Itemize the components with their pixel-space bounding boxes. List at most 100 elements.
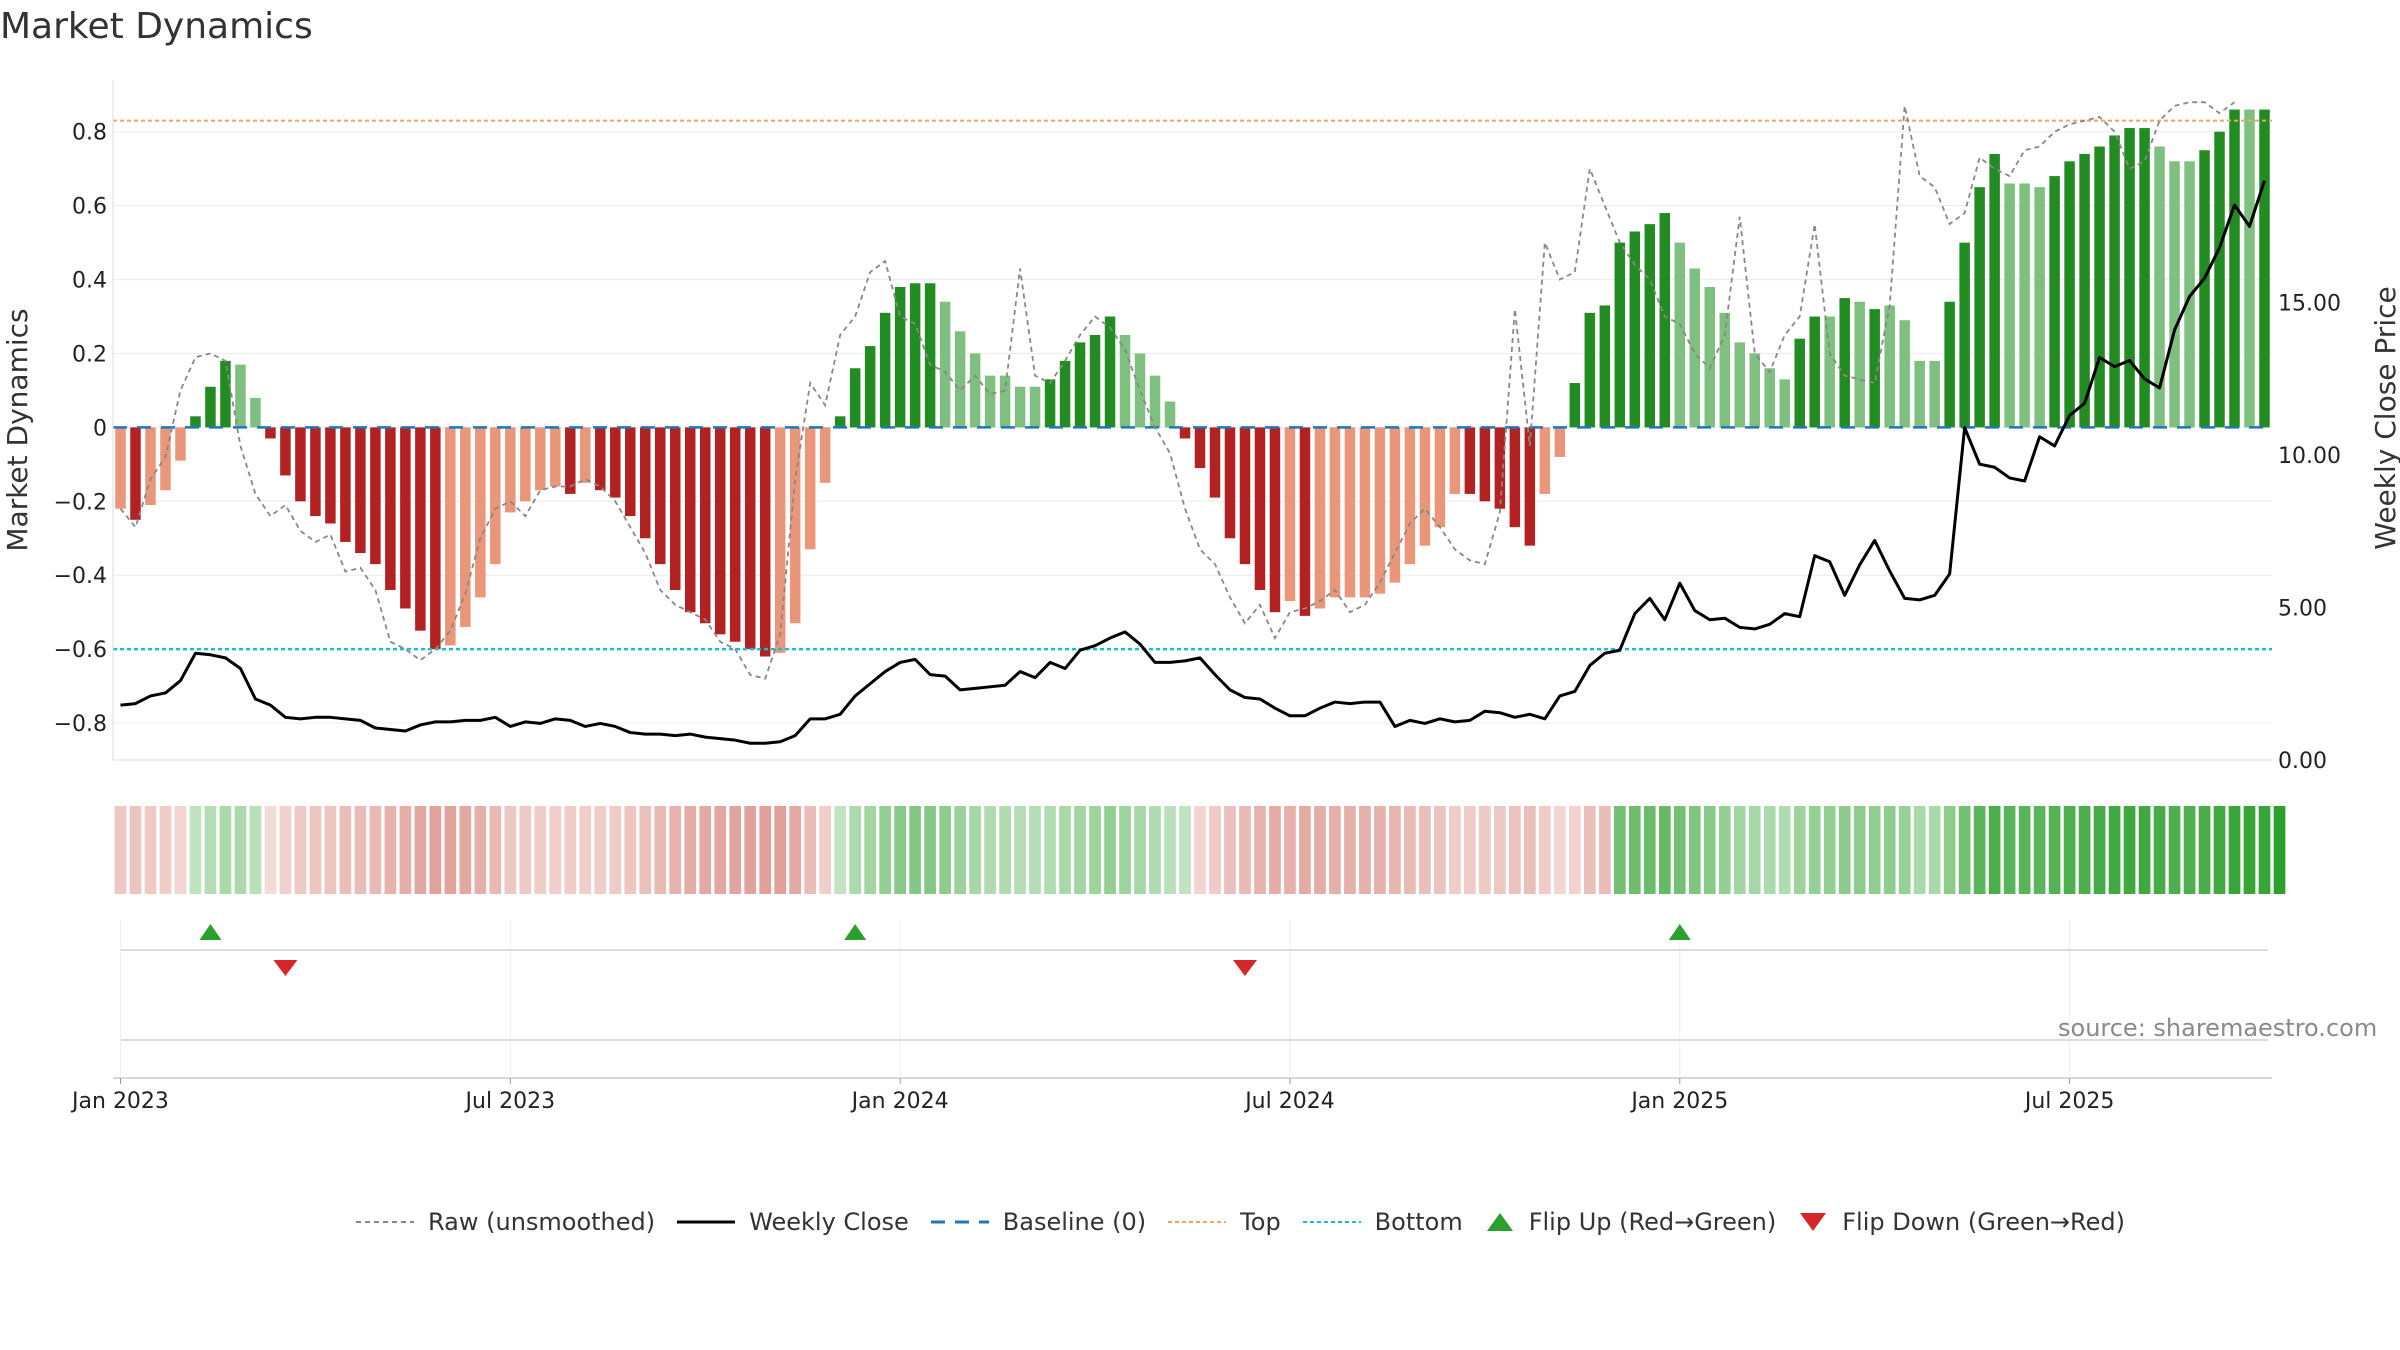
market-dynamics-bar — [445, 427, 456, 646]
market-dynamics-bar — [1794, 338, 1805, 428]
chart-title: Market Dynamics — [0, 6, 313, 47]
regime-strip-cell — [1553, 806, 1566, 894]
regime-strip-cell — [2243, 806, 2256, 894]
market-dynamics-bar — [1179, 427, 1191, 439]
market-dynamics-bar — [1239, 427, 1251, 565]
regime-strip-cell — [1598, 806, 1611, 894]
regime-strip-cell — [309, 806, 322, 894]
legend-item-close[interactable]: Weekly Close — [677, 1208, 909, 1236]
regime-strip-cell — [1494, 806, 1506, 894]
y-right-axis-label: Weekly Close Price — [2369, 286, 2400, 549]
regime-strip-cell — [1119, 806, 1131, 894]
x-tick-label: Jul 2025 — [2023, 1089, 2115, 1114]
market-dynamics-bar — [774, 427, 786, 653]
regime-strip-cell — [1299, 806, 1311, 894]
market-dynamics-bar — [1254, 427, 1266, 590]
market-dynamics-bar — [295, 427, 306, 502]
y-right-tick-label: 15.00 — [2278, 292, 2341, 317]
market-dynamics-bar — [400, 427, 411, 609]
regime-strip-cell — [774, 806, 787, 894]
market-dynamics-bar — [265, 427, 276, 439]
market-dynamics-bar — [1584, 312, 1596, 428]
regime-strip-cell — [669, 806, 682, 894]
legend-label: Flip Down (Green→Red) — [1842, 1208, 2125, 1236]
market-dynamics-bar — [1854, 301, 1865, 428]
regime-strip-cell — [1089, 806, 1101, 894]
regime-strip-cell — [1014, 806, 1026, 894]
regime-strip-cell — [819, 806, 832, 894]
legend-item-raw[interactable]: Raw (unsmoothed) — [356, 1208, 655, 1236]
flip-up-marker — [199, 924, 222, 940]
dashed-line-icon — [930, 1220, 989, 1224]
regime-strip-cell — [684, 806, 697, 894]
regime-strip-cell — [759, 806, 772, 894]
legend-item-baseline[interactable]: Baseline (0) — [930, 1208, 1146, 1236]
source-credit: source: sharemaestro.com — [2058, 1014, 2378, 1042]
market-dynamics-bar — [1554, 427, 1566, 457]
market-dynamics-bar — [130, 427, 141, 520]
regime-strip-cell — [2183, 806, 2196, 894]
regime-strip-cell — [1254, 806, 1266, 894]
regime-strip-cell — [2093, 806, 2106, 894]
market-dynamics-bar — [1314, 427, 1326, 609]
regime-strip-cell — [1613, 806, 1626, 894]
market-dynamics-bar — [565, 427, 576, 494]
market-dynamics-bar — [160, 427, 171, 491]
regime-strip-cell — [744, 806, 757, 894]
regime-strip — [114, 806, 2286, 894]
market-dynamics-bar — [1569, 383, 1581, 428]
market-dynamics-bar — [220, 360, 231, 428]
market-dynamics-bar — [250, 397, 261, 428]
regime-strip-cell — [1374, 806, 1386, 894]
regime-strip-cell — [1733, 806, 1746, 894]
regime-strip-cell — [1673, 806, 1686, 894]
regime-strip-cell — [594, 806, 607, 894]
regime-strip-cell — [1074, 806, 1086, 894]
regime-strip-cell — [1628, 806, 1641, 894]
regime-strip-cell — [2198, 806, 2211, 894]
regime-strip-cell — [1179, 806, 1191, 894]
regime-strip-cell — [999, 806, 1011, 894]
regime-strip-cell — [264, 806, 277, 894]
market-dynamics-bar — [355, 427, 366, 554]
market-dynamics-bar — [460, 427, 471, 627]
regime-strip-cell — [1329, 806, 1341, 894]
market-dynamics-bar — [1749, 353, 1760, 428]
regime-strip-cell — [1943, 806, 1956, 894]
x-tick-label: Jul 2023 — [464, 1089, 556, 1114]
regime-strip-cell — [504, 806, 517, 894]
legend-item-bottom[interactable]: Bottom — [1302, 1208, 1463, 1236]
regime-strip-cell — [624, 806, 637, 894]
legend-item-top[interactable]: Top — [1168, 1208, 1281, 1236]
regime-strip-cell — [2138, 806, 2151, 894]
market-dynamics-bar — [2049, 176, 2060, 428]
market-dynamics-bar — [1599, 305, 1611, 428]
market-dynamics-bar — [1899, 320, 1910, 428]
market-dynamics-bar — [654, 427, 666, 565]
market-dynamics-bar — [2094, 146, 2105, 428]
regime-strip-cell — [1134, 806, 1146, 894]
regime-strip-cell — [144, 806, 157, 894]
market-dynamics-bar — [1209, 427, 1221, 498]
regime-strip-cell — [534, 806, 547, 894]
regime-strip-cell — [444, 806, 457, 894]
market-dynamics-bar — [115, 427, 126, 509]
regime-strip-cell — [1808, 806, 1821, 894]
regime-strip-cell — [1763, 806, 1776, 894]
legend-item-flip-down[interactable]: Flip Down (Green→Red) — [1798, 1208, 2125, 1236]
regime-strip-cell — [459, 806, 472, 894]
market-dynamics-bar — [490, 427, 501, 565]
regime-strip-cell — [1748, 806, 1761, 894]
regime-strip-cell — [1973, 806, 1986, 894]
x-axis: Jan 2023 Jul 2023 Jan 2024 Jul 2024 Jan 2025… — [70, 1077, 2272, 1114]
market-dynamics-bar — [2004, 183, 2015, 428]
legend-label: Top — [1240, 1208, 1281, 1236]
regime-strip-cell — [1583, 806, 1596, 894]
market-dynamics-bar — [849, 368, 861, 428]
regime-strip-cell — [714, 806, 727, 894]
market-dynamics-bar — [1959, 242, 1970, 428]
legend-item-flip-up[interactable]: Flip Up (Red→Green) — [1485, 1208, 1776, 1236]
regime-strip-cell — [1823, 806, 1836, 894]
market-dynamics-bar — [625, 427, 636, 517]
